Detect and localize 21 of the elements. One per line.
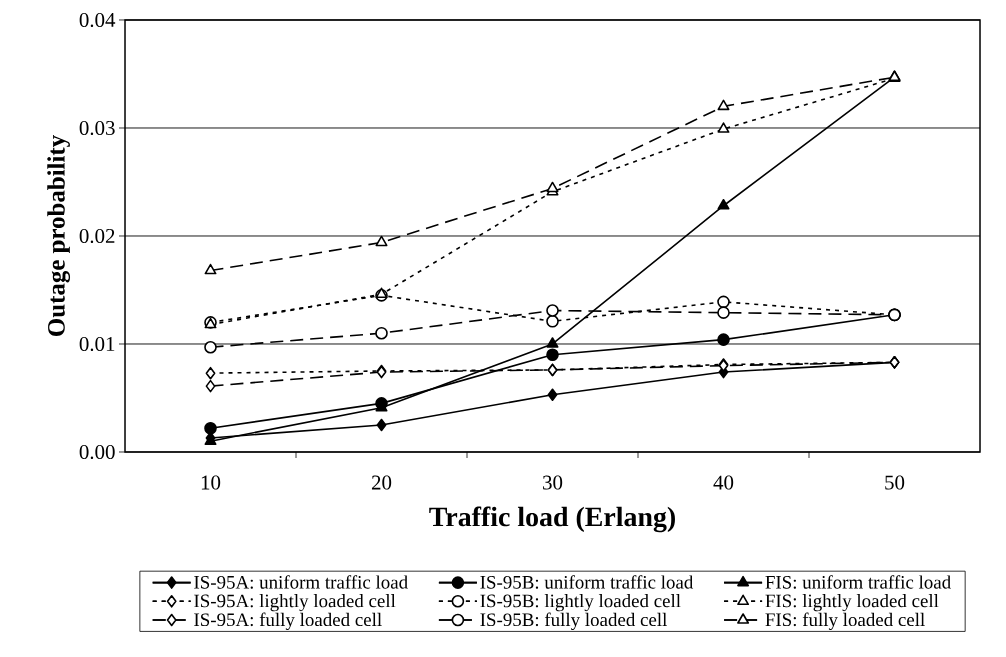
- legend-label: FIS: fully loaded cell: [765, 612, 925, 630]
- x-axis-title: Traffic load (Erlang): [429, 506, 675, 533]
- x-tick-label: 50: [885, 475, 905, 490]
- y-tick-label: 0.01: [79, 336, 115, 352]
- y-tick-label: 0.03: [79, 120, 115, 136]
- legend-label: IS-95A: uniform traffic load: [194, 575, 408, 589]
- legend-label: IS-95A: fully loaded cell: [194, 612, 382, 630]
- x-tick-label: 20: [371, 475, 392, 490]
- y-tick-label: 0.00: [79, 444, 115, 460]
- x-tick-label: 30: [543, 475, 563, 490]
- x-tick-label: 10: [201, 475, 221, 490]
- x-tick-label: 40: [713, 475, 734, 490]
- legend-label: IS-95B: uniform traffic load: [480, 575, 694, 589]
- y-axis-title: Outage probability: [47, 135, 71, 336]
- legend-label: FIS: lightly loaded cell: [765, 593, 939, 612]
- y-tick-label: 0.02: [79, 228, 115, 244]
- legend-label: IS-95B: lightly loaded cell: [480, 593, 681, 612]
- legend-label: IS-95A: lightly loaded cell: [194, 593, 396, 612]
- y-tick-label: 0.04: [79, 12, 116, 28]
- legend-label: IS-95B: fully loaded cell: [480, 612, 667, 630]
- legend-label: FIS: uniform traffic load: [765, 575, 951, 589]
